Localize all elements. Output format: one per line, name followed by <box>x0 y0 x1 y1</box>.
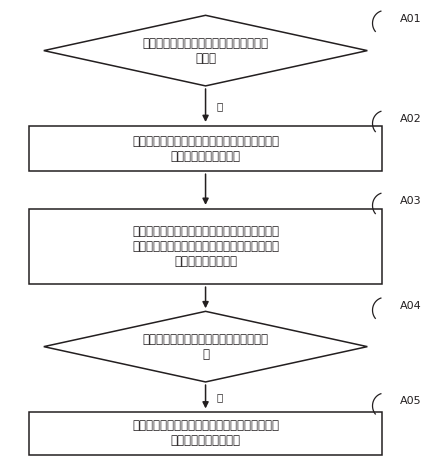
Text: 读取版本信息的标记位，并判断标记位是
否为空: 读取版本信息的标记位，并判断标记位是 否为空 <box>142 36 269 65</box>
Text: 若所述第一判断步骤的判断结果为否时，则更换
芯片数据中的版本信息: 若所述第一判断步骤的判断结果为否时，则更换 芯片数据中的版本信息 <box>132 135 279 163</box>
Polygon shape <box>44 311 368 382</box>
Text: A02: A02 <box>400 114 421 124</box>
Text: A04: A04 <box>400 301 421 311</box>
Text: 判断芯片数据的第二部分地址位是否被访
问: 判断芯片数据的第二部分地址位是否被访 问 <box>142 333 269 361</box>
Text: 是: 是 <box>216 392 222 402</box>
Text: 否: 否 <box>216 100 222 111</box>
Text: A01: A01 <box>400 14 421 24</box>
Text: A05: A05 <box>400 396 421 406</box>
Text: A03: A03 <box>400 196 421 206</box>
Bar <box>29 412 382 455</box>
Bar <box>29 209 382 284</box>
Bar <box>29 126 382 171</box>
Text: 若所述第二判断步骤的判断结果为是时，擦除标
记位内的版本设定标记: 若所述第二判断步骤的判断结果为是时，擦除标 记位内的版本设定标记 <box>132 419 279 447</box>
Text: 在芯片数据的第一部分地址位被访问之后，将标
记位内的标记修改为版本设定标记或所述标记位
内写入版本设定标记: 在芯片数据的第一部分地址位被访问之后，将标 记位内的标记修改为版本设定标记或所述… <box>132 225 279 268</box>
Polygon shape <box>44 15 368 86</box>
